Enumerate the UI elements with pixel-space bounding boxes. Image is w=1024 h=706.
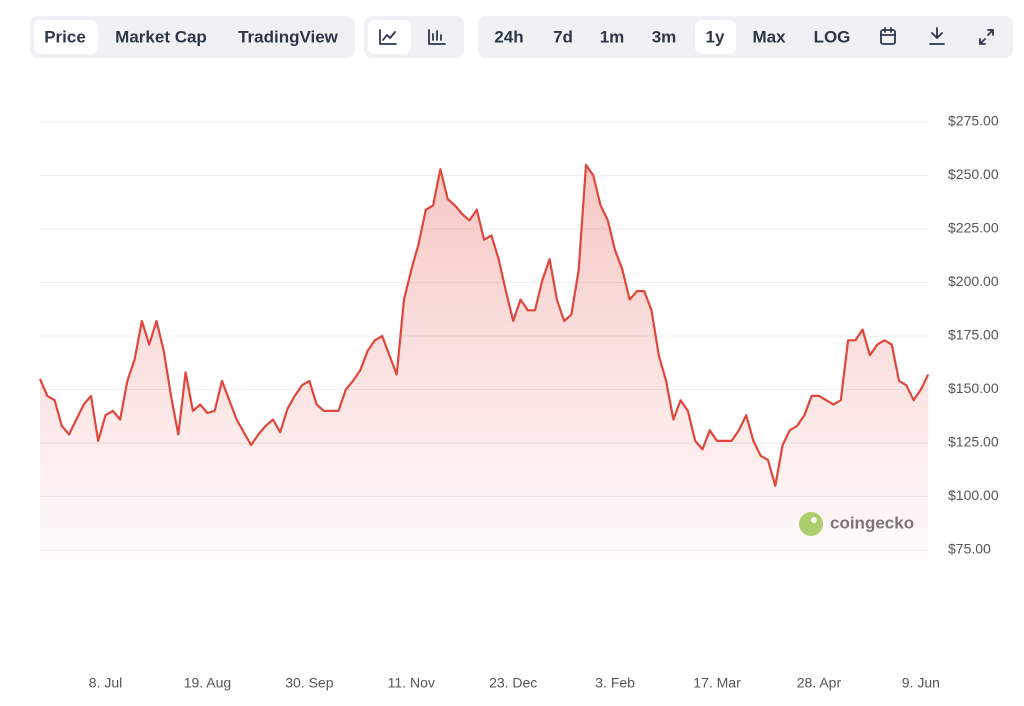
x-tick-label: 3. Feb [595,675,635,691]
fullscreen-icon[interactable] [979,29,994,45]
y-tick-label: $175.00 [948,327,999,343]
calendar-icon[interactable] [880,27,896,45]
y-tick-label: $150.00 [948,380,999,396]
range-button[interactable]: 3m [652,27,677,46]
area-fill [40,164,929,561]
x-tick-label: 8. Jul [89,675,122,691]
y-tick-label: $275.00 [948,113,999,129]
y-tick-label: $100.00 [948,487,999,503]
range-button[interactable]: LOG [814,27,851,46]
active-range [695,20,736,54]
active-tab [34,20,98,54]
tab-group [30,16,355,58]
x-tick-label: 11. Nov [388,675,435,691]
y-tick-label: $75.00 [948,541,991,557]
range-group [478,16,1013,58]
x-tick-label: 17. Mar [693,675,741,691]
x-tick-label: 30. Sep [285,675,333,691]
x-tick-label: 23. Dec [489,675,537,691]
y-tick-label: $225.00 [948,220,999,236]
x-tick-label: 9. Jun [902,675,940,691]
x-tick-label: 19. Aug [184,675,232,691]
line-chart-icon[interactable] [379,29,397,45]
tab[interactable]: Market Cap [115,27,207,46]
tab[interactable]: TradingView [238,27,339,46]
range-button[interactable]: 24h [494,27,523,46]
tab[interactable]: Price [44,27,86,46]
range-button[interactable]: 1m [600,27,625,46]
price-line [38,163,930,487]
x-tick-label: 28. Apr [797,675,842,691]
download-icon[interactable] [929,27,945,45]
candle-chart-icon[interactable] [428,29,446,45]
y-tick-label: $200.00 [948,273,999,289]
range-button[interactable]: 1y [706,27,725,46]
range-button[interactable]: Max [752,27,786,46]
y-tick-label: $250.00 [948,166,999,182]
y-tick-label: $125.00 [948,434,999,450]
range-button[interactable]: 7d [553,27,573,46]
